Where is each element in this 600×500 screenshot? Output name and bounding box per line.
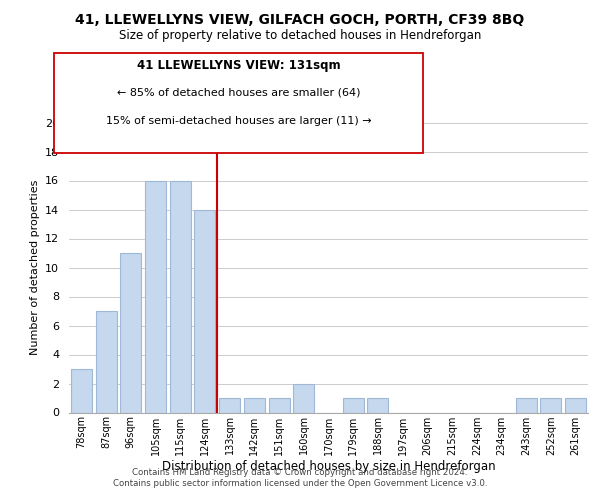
Bar — [293, 384, 314, 412]
Bar — [170, 180, 191, 412]
Text: Contains HM Land Registry data © Crown copyright and database right 2024.
Contai: Contains HM Land Registry data © Crown c… — [113, 468, 487, 487]
Text: ← 85% of detached houses are smaller (64): ← 85% of detached houses are smaller (64… — [117, 87, 360, 97]
Bar — [145, 180, 166, 412]
Bar — [367, 398, 388, 412]
Bar — [565, 398, 586, 412]
Bar — [343, 398, 364, 412]
Bar — [516, 398, 537, 412]
Bar — [541, 398, 562, 412]
Bar — [219, 398, 240, 412]
Bar — [269, 398, 290, 412]
Text: 41 LLEWELLYNS VIEW: 131sqm: 41 LLEWELLYNS VIEW: 131sqm — [137, 58, 340, 71]
Bar — [120, 253, 141, 412]
Bar — [71, 369, 92, 412]
Text: 15% of semi-detached houses are larger (11) →: 15% of semi-detached houses are larger (… — [106, 116, 371, 126]
Bar — [95, 311, 116, 412]
Text: 41, LLEWELLYNS VIEW, GILFACH GOCH, PORTH, CF39 8BQ: 41, LLEWELLYNS VIEW, GILFACH GOCH, PORTH… — [76, 12, 524, 26]
Bar — [244, 398, 265, 412]
Bar — [194, 210, 215, 412]
Y-axis label: Number of detached properties: Number of detached properties — [29, 180, 40, 355]
X-axis label: Distribution of detached houses by size in Hendreforgan: Distribution of detached houses by size … — [161, 460, 496, 473]
Text: Size of property relative to detached houses in Hendreforgan: Size of property relative to detached ho… — [119, 29, 481, 42]
